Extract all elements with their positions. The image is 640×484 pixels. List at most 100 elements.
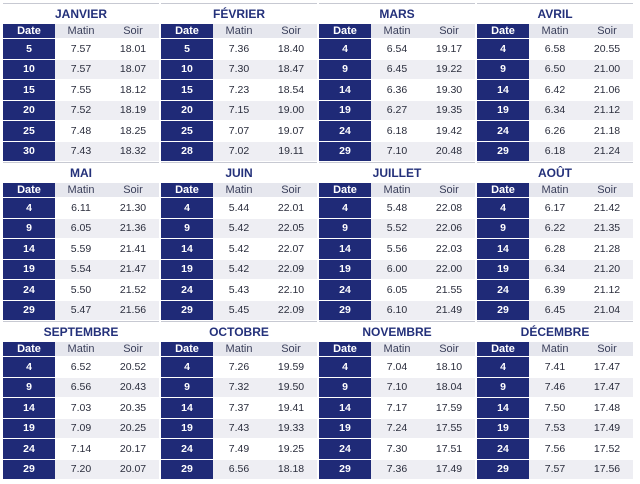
date-cell: 24 xyxy=(161,439,213,459)
morning-cell: 6.54 xyxy=(371,39,423,59)
table-row: 14 6.42 21.06 xyxy=(477,79,633,100)
morning-header: Matin xyxy=(529,183,581,197)
date-header: Date xyxy=(161,24,213,38)
date-cell: 25 xyxy=(3,121,55,141)
column-header-row: Date Matin Soir xyxy=(319,342,475,356)
morning-cell: 6.50 xyxy=(529,59,581,79)
morning-cell: 6.45 xyxy=(529,300,581,320)
evening-cell: 18.25 xyxy=(107,121,159,141)
evening-cell: 19.07 xyxy=(265,121,317,141)
date-cell: 9 xyxy=(161,218,213,238)
table-row: 10 7.57 18.07 xyxy=(3,58,159,79)
date-cell: 29 xyxy=(3,459,55,479)
date-header: Date xyxy=(319,24,371,38)
morning-cell: 6.34 xyxy=(529,259,581,279)
date-cell: 29 xyxy=(477,141,529,161)
month-title: AOÛT xyxy=(477,162,633,183)
month-rows: 4 6.58 20.55 9 6.50 21.00 14 6.42 21.06 19 6.34… xyxy=(477,38,633,161)
morning-header: Matin xyxy=(55,342,107,356)
table-row: 24 7.30 17.51 xyxy=(319,438,475,459)
morning-cell: 7.43 xyxy=(213,418,265,438)
morning-cell: 7.46 xyxy=(529,377,581,397)
morning-cell: 6.17 xyxy=(529,198,581,218)
table-row: 19 7.24 17.55 xyxy=(319,417,475,438)
date-cell: 14 xyxy=(3,239,55,259)
evening-cell: 19.11 xyxy=(265,141,317,161)
evening-cell: 20.43 xyxy=(107,377,159,397)
table-row: 24 6.05 21.55 xyxy=(319,279,475,300)
month-rows: 4 6.54 19.17 9 6.45 19.22 14 6.36 19.30 19 6.27… xyxy=(319,38,475,161)
table-row: 14 7.03 20.35 xyxy=(3,397,159,418)
morning-cell: 5.43 xyxy=(213,280,265,300)
date-header: Date xyxy=(161,342,213,356)
month-block: FÉVRIER Date Matin Soir 5 7.36 18.40 10 7.3… xyxy=(161,3,317,161)
evening-header: Soir xyxy=(581,342,633,356)
evening-header: Soir xyxy=(423,24,475,38)
date-cell: 19 xyxy=(319,259,371,279)
table-row: 24 5.50 21.52 xyxy=(3,279,159,300)
evening-cell: 22.03 xyxy=(423,239,475,259)
evening-cell: 20.48 xyxy=(423,141,475,161)
evening-cell: 17.48 xyxy=(581,398,633,418)
evening-header: Soir xyxy=(423,183,475,197)
table-row: 19 5.54 21.47 xyxy=(3,258,159,279)
morning-header: Matin xyxy=(213,183,265,197)
date-cell: 29 xyxy=(319,459,371,479)
date-cell: 24 xyxy=(477,121,529,141)
date-cell: 9 xyxy=(3,218,55,238)
table-row: 4 7.04 18.10 xyxy=(319,356,475,377)
date-cell: 4 xyxy=(161,357,213,377)
month-title: NOVEMBRE xyxy=(319,321,475,342)
morning-cell: 7.49 xyxy=(213,439,265,459)
month-title: JUILLET xyxy=(319,162,475,183)
evening-cell: 17.56 xyxy=(581,459,633,479)
table-row: 24 7.49 19.25 xyxy=(161,438,317,459)
table-row: 29 5.47 21.56 xyxy=(3,299,159,320)
evening-cell: 18.12 xyxy=(107,80,159,100)
table-row: 24 7.14 20.17 xyxy=(3,438,159,459)
table-row: 9 6.45 19.22 xyxy=(319,58,475,79)
date-header: Date xyxy=(3,342,55,356)
month-block: JANVIER Date Matin Soir 5 7.57 18.01 10 7.5… xyxy=(3,3,159,161)
morning-cell: 7.56 xyxy=(529,439,581,459)
table-row: 14 7.17 17.59 xyxy=(319,397,475,418)
date-cell: 19 xyxy=(3,259,55,279)
morning-cell: 5.56 xyxy=(371,239,423,259)
evening-cell: 19.33 xyxy=(265,418,317,438)
table-row: 24 6.18 19.42 xyxy=(319,120,475,141)
month-rows: 5 7.36 18.40 10 7.30 18.47 15 7.23 18.54 20 7.1… xyxy=(161,38,317,161)
table-row: 4 7.26 19.59 xyxy=(161,356,317,377)
date-cell: 4 xyxy=(3,198,55,218)
table-row: 4 6.11 21.30 xyxy=(3,197,159,218)
morning-cell: 6.27 xyxy=(371,100,423,120)
date-cell: 14 xyxy=(319,239,371,259)
date-cell: 4 xyxy=(319,198,371,218)
morning-cell: 7.14 xyxy=(55,439,107,459)
morning-cell: 7.02 xyxy=(213,141,265,161)
month-block: JUIN Date Matin Soir 4 5.44 22.01 9 5.42 22.… xyxy=(161,162,317,320)
evening-cell: 19.50 xyxy=(265,377,317,397)
table-row: 20 7.15 19.00 xyxy=(161,99,317,120)
evening-cell: 22.00 xyxy=(423,259,475,279)
evening-cell: 21.35 xyxy=(581,218,633,238)
month-rows: 5 7.57 18.01 10 7.57 18.07 15 7.55 18.12 20 7.5… xyxy=(3,38,159,161)
month-title: OCTOBRE xyxy=(161,321,317,342)
morning-cell: 7.43 xyxy=(55,141,107,161)
morning-cell: 6.05 xyxy=(371,280,423,300)
evening-cell: 21.47 xyxy=(107,259,159,279)
date-cell: 15 xyxy=(3,80,55,100)
table-row: 19 6.34 21.12 xyxy=(477,99,633,120)
evening-header: Soir xyxy=(107,342,159,356)
table-row: 19 7.53 17.49 xyxy=(477,417,633,438)
evening-cell: 18.07 xyxy=(107,59,159,79)
morning-cell: 6.39 xyxy=(529,280,581,300)
table-row: 19 5.42 22.09 xyxy=(161,258,317,279)
morning-cell: 7.50 xyxy=(529,398,581,418)
date-header: Date xyxy=(319,342,371,356)
table-row: 14 6.36 19.30 xyxy=(319,79,475,100)
evening-cell: 22.10 xyxy=(265,280,317,300)
morning-cell: 5.42 xyxy=(213,259,265,279)
date-cell: 24 xyxy=(319,439,371,459)
morning-cell: 7.36 xyxy=(213,39,265,59)
